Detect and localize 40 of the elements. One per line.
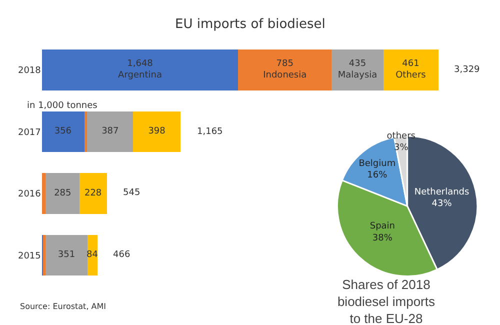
data-label: 285 [54,188,72,198]
bar [332,50,384,90]
data-label: 398 [148,126,166,137]
total-label: 3,329 [454,65,480,75]
bar [87,111,134,152]
data-label: 387 [102,126,119,137]
y-tick-label: 2015 [18,251,41,262]
data-label: 38% [372,233,393,244]
data-label: 351 [58,250,76,260]
y-tick-label: 2016 [18,190,42,200]
y-tick-label: 2017 [18,128,41,138]
source-note: Source: Eurostat, AMI [20,302,106,311]
bar [42,111,84,152]
bar [46,173,80,214]
bar [46,234,88,276]
data-label: 1,648 Argentina [118,59,162,81]
slice-label: Spain [370,222,396,232]
slice-label: Netherlands [414,188,470,198]
y-tick-label: 2018 [18,66,42,76]
data-label: 356 [54,126,72,137]
data-label: 461 Others [396,59,426,81]
data-label: 43% [432,199,452,210]
chart-title: EU imports of biodiesel [175,17,326,32]
data-label: 16% [367,170,388,180]
bar [42,173,46,214]
text: Shares of 2018 biodiesel imports to the EU-28 [337,277,436,325]
data-label: 228 [84,188,102,198]
bar [238,50,332,90]
slice-label: others [386,131,416,142]
data-label: 785 Indonesia [263,59,307,81]
slice-label: Belgium [358,158,396,169]
bar [133,111,181,152]
total-label: 545 [123,188,140,198]
bar [80,173,107,214]
total-label: 1,165 [197,127,223,137]
bar [383,50,438,90]
bar [42,50,238,90]
annotation: in 1,000 tonnes [27,101,98,111]
total-label: 466 [113,250,130,260]
data-label: 435 Malaysia [338,59,378,81]
